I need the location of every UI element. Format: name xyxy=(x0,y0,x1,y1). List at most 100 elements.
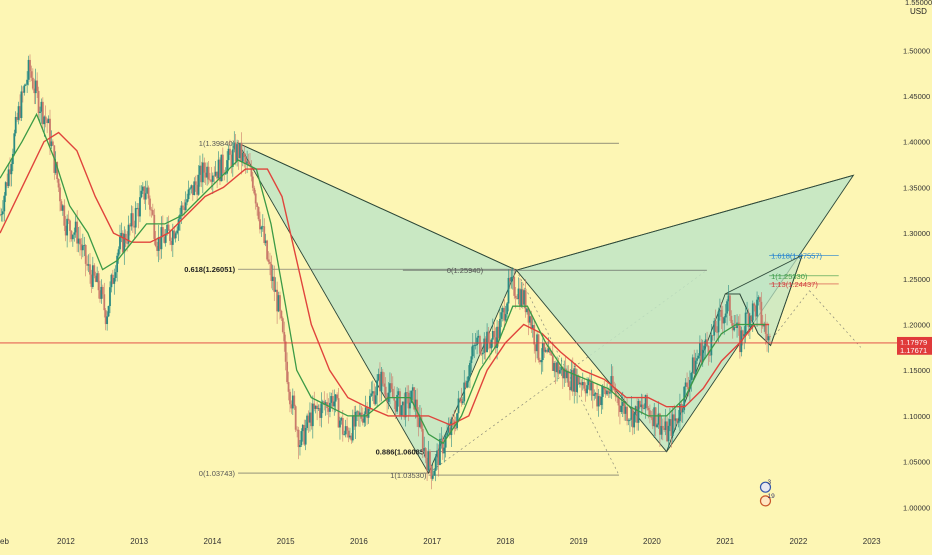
candle-body xyxy=(261,226,264,228)
candle-body xyxy=(581,382,584,386)
fib-label[interactable]: 1.13(1.24437) xyxy=(771,280,818,289)
candle-body xyxy=(599,396,601,406)
fib-label[interactable]: 1(1.03530) xyxy=(390,471,427,480)
candle-body xyxy=(639,401,641,408)
candle-body xyxy=(140,190,143,198)
candle-body xyxy=(701,349,704,363)
candle-body xyxy=(230,154,233,167)
candle-body xyxy=(637,401,640,423)
candle-body xyxy=(499,318,501,339)
event-badges[interactable]: 3 19 xyxy=(759,479,775,507)
candle-body xyxy=(24,84,27,86)
candle-body xyxy=(410,390,413,403)
candle-body xyxy=(679,403,681,422)
fib-label[interactable]: 0.886(1.06085) xyxy=(376,448,427,457)
fib-levels[interactable]: 1(1.39840) 0.618(1.26051) 0(1.25940) 0.886(… xyxy=(184,139,839,480)
x-tick-label: 2022 xyxy=(790,537,808,546)
fib-label[interactable]: 0(1.25940) xyxy=(447,266,484,275)
fib-label[interactable]: 0.618(1.26051) xyxy=(184,265,235,274)
candle-body xyxy=(763,324,766,327)
candle-body xyxy=(373,391,376,404)
candle-body xyxy=(669,419,671,426)
candle-body xyxy=(71,234,74,240)
candle-body xyxy=(303,424,306,445)
candle-body xyxy=(309,412,311,423)
fib-label[interactable]: 1.618(1.27557) xyxy=(771,251,822,260)
y-tick-label: 1.45000 xyxy=(903,92,930,101)
candle-body xyxy=(353,415,356,427)
candle-body xyxy=(49,118,51,147)
candle-body xyxy=(351,415,354,441)
candle-body xyxy=(413,387,416,410)
y-tick-label: 1.00000 xyxy=(903,503,930,512)
candle-body xyxy=(287,382,290,392)
candle-body xyxy=(587,379,590,386)
candle-body xyxy=(47,118,50,123)
candle-body xyxy=(723,317,726,324)
fib-label[interactable]: 1(1.25330) xyxy=(771,272,808,281)
candle-body xyxy=(209,179,211,181)
candle-body xyxy=(753,303,756,306)
candle-body xyxy=(529,316,531,323)
candle-body xyxy=(289,391,291,405)
candle-body xyxy=(557,362,560,374)
candle-body xyxy=(211,175,214,182)
candle-body xyxy=(4,182,7,196)
candle-body xyxy=(491,331,494,340)
candle-body xyxy=(13,133,16,154)
candle-body xyxy=(631,408,634,428)
candle-body xyxy=(96,273,99,282)
fib-label[interactable]: 1(1.39840) xyxy=(199,139,236,148)
candle-body xyxy=(136,207,139,209)
candle-body xyxy=(21,91,24,93)
candle-body xyxy=(333,401,336,407)
ma-slow-line xyxy=(0,131,770,426)
candle-body xyxy=(651,417,654,427)
candle-body xyxy=(356,411,358,413)
candle-body xyxy=(254,193,257,204)
candle-body xyxy=(593,394,596,396)
candle-body xyxy=(694,360,697,374)
candle-body xyxy=(641,404,644,409)
candle-body xyxy=(119,236,121,250)
candle-body xyxy=(234,142,237,162)
candle-body xyxy=(556,362,558,373)
candle-body xyxy=(496,326,498,349)
candle-body xyxy=(481,352,484,355)
candle-body xyxy=(304,427,307,445)
harmonic-pattern[interactable] xyxy=(237,142,855,475)
candle-body xyxy=(591,382,594,396)
candle-body xyxy=(314,405,317,409)
fib-label[interactable]: 0(1.03743) xyxy=(199,469,236,478)
event-badge-icon[interactable] xyxy=(759,495,772,507)
candle-body xyxy=(290,404,293,409)
candle-body xyxy=(614,390,617,397)
event-badge-icon[interactable] xyxy=(759,481,772,493)
candle-body xyxy=(501,307,504,313)
candle-body xyxy=(619,405,621,413)
candle-body xyxy=(567,370,570,387)
candle-body xyxy=(361,418,364,423)
candle-body xyxy=(343,434,346,436)
candle-body xyxy=(93,265,96,276)
candle-body xyxy=(226,160,229,174)
candle-body xyxy=(167,224,170,231)
candle-body xyxy=(276,289,279,312)
candle-body xyxy=(700,343,703,363)
candle-body xyxy=(380,371,383,392)
candle-body xyxy=(191,185,194,196)
candle-body xyxy=(671,414,674,436)
candle-body xyxy=(530,316,533,330)
currency-label: USD xyxy=(910,7,927,16)
candle-body xyxy=(449,427,451,436)
candle-body xyxy=(549,348,551,353)
x-tick-label: 2023 xyxy=(863,537,881,546)
candle-body xyxy=(487,331,490,343)
y-tick-label: 1.55000 xyxy=(905,0,932,7)
candle-body xyxy=(424,448,427,458)
candle-body xyxy=(301,424,304,432)
candle-body xyxy=(646,394,648,408)
candle-body xyxy=(743,334,746,337)
